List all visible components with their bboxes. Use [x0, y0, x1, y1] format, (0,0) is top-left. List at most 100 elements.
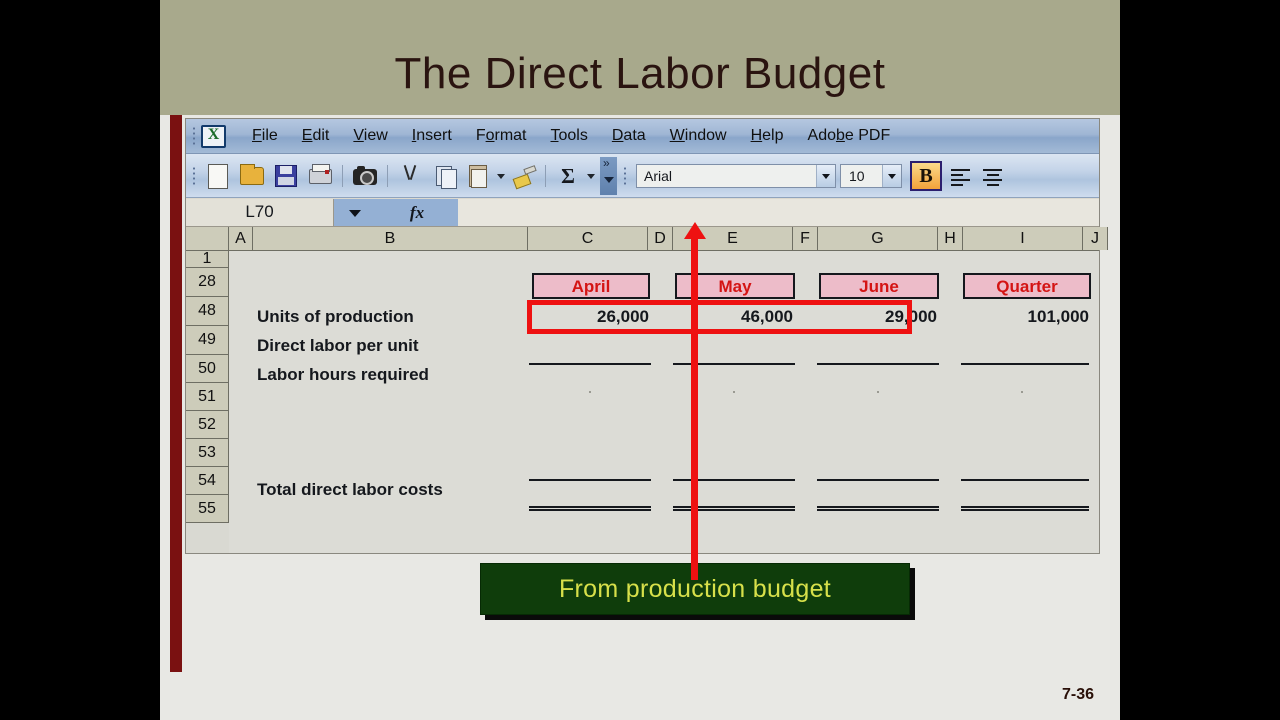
line-item-label-total-direct-labor-costs: Total direct labor costs [257, 480, 443, 499]
column-header-a[interactable]: A [229, 227, 253, 250]
menu-item-adobe-pdf[interactable]: Adobe PDF [807, 127, 891, 144]
row-header-53[interactable]: 53 [186, 439, 229, 467]
menu-bar: File Edit View Insert Format Tools Data … [186, 119, 1099, 154]
menu-item-help[interactable]: Help [750, 127, 784, 144]
cell-units-april[interactable]: 26,000 [597, 307, 649, 326]
toolbar-grip-handle[interactable] [192, 165, 196, 186]
paste-icon[interactable] [463, 161, 493, 191]
autosum-dropdown-chevron-icon[interactable] [585, 161, 596, 191]
font-name-chevron-down-icon[interactable] [816, 164, 835, 187]
period-header-june[interactable]: June [819, 273, 939, 299]
red-callout-arrow-head [684, 222, 706, 239]
slide-page-number: 7-36 [1061, 686, 1094, 703]
cell-units-may[interactable]: 46,000 [741, 307, 793, 326]
cell-double-rule-may [673, 506, 795, 511]
font-size-chevron-down-icon[interactable] [882, 164, 901, 187]
print-icon[interactable] [305, 161, 335, 191]
align-center-icon[interactable] [980, 161, 1006, 191]
excel-window: File Edit View Insert Format Tools Data … [185, 118, 1108, 554]
page-title: The Direct Labor Budget [394, 49, 886, 98]
toolbar-divider [387, 164, 388, 187]
menu-item-file[interactable]: File [252, 127, 278, 144]
camera-icon[interactable] [350, 161, 380, 191]
cut-scissors-icon[interactable] [395, 161, 425, 191]
period-header-april[interactable]: April [532, 273, 650, 299]
cell-rule-quarter-49 [961, 363, 1089, 365]
font-size-combo[interactable]: 10 [840, 163, 902, 188]
line-item-label-labor-hours-required: Labor hours required [257, 365, 429, 384]
toolbar-divider [545, 164, 546, 187]
column-header-g[interactable]: G [818, 227, 938, 250]
cell-rule-quarter-54-top [961, 479, 1089, 481]
row-header-51[interactable]: 51 [186, 383, 229, 411]
menu-item-format[interactable]: Format [475, 127, 527, 144]
column-header-h[interactable]: H [938, 227, 963, 250]
row-header-50[interactable]: 50 [186, 355, 229, 383]
copy-icon[interactable] [429, 161, 459, 191]
accent-stripe [170, 115, 182, 672]
column-header-b[interactable]: B [253, 227, 528, 250]
toolbar-options-icon[interactable] [600, 156, 617, 195]
menu-item-window[interactable]: Window [669, 127, 727, 144]
cell-double-rule-april [529, 506, 651, 511]
row-header-column: 1 28 48 49 50 51 52 53 54 55 [186, 251, 229, 523]
cell-units-quarter[interactable]: 101,000 [1027, 307, 1089, 326]
cell-marker [589, 391, 591, 393]
row-header-55[interactable]: 55 [186, 495, 229, 523]
name-box-chevron-down-icon[interactable] [334, 198, 376, 226]
paste-dropdown-chevron-icon[interactable] [495, 161, 506, 191]
menu-item-edit[interactable]: Edit [301, 127, 330, 144]
cell-rule-may-54-top [673, 479, 795, 481]
cell-units-june[interactable]: 29,000 [885, 307, 937, 326]
format-painter-icon[interactable] [508, 161, 538, 191]
column-header-d[interactable]: D [648, 227, 673, 250]
open-folder-icon[interactable] [237, 161, 267, 191]
new-document-icon[interactable] [203, 161, 233, 191]
cell-double-rule-june [817, 506, 939, 511]
font-size-value: 10 [849, 167, 865, 184]
save-disk-icon[interactable] [271, 161, 301, 191]
row-header-28[interactable]: 28 [186, 268, 229, 297]
line-item-label-direct-labor-per-unit: Direct labor per unit [257, 336, 419, 355]
menu-grip-handle[interactable] [192, 126, 196, 146]
row-header-48[interactable]: 48 [186, 297, 229, 326]
menu-item-data[interactable]: Data [611, 127, 646, 144]
bold-button[interactable]: B [910, 160, 942, 191]
red-callout-arrow-shaft [691, 238, 698, 580]
cell-rule-april-49 [529, 363, 651, 365]
name-box[interactable]: L70 [186, 198, 334, 226]
column-header-i[interactable]: I [963, 227, 1083, 250]
menu-item-insert[interactable]: Insert [411, 127, 452, 144]
cell-marker [733, 391, 735, 393]
cell-rule-june-49 [817, 363, 939, 365]
column-header-c[interactable]: C [528, 227, 648, 250]
cell-double-rule-quarter [961, 506, 1089, 511]
menu-item-tools[interactable]: Tools [550, 127, 588, 144]
excel-logo-icon [201, 124, 226, 148]
autosum-sigma-icon[interactable]: Σ [561, 163, 575, 188]
row-header-49[interactable]: 49 [186, 326, 229, 355]
formatting-toolbar-grip-handle[interactable] [623, 165, 627, 186]
row-header-1[interactable]: 1 [186, 251, 229, 268]
select-all-corner[interactable] [186, 227, 229, 250]
row-header-52[interactable]: 52 [186, 411, 229, 439]
menu-item-view[interactable]: View [353, 127, 388, 144]
font-name-combo[interactable]: Arial [636, 163, 836, 188]
insert-function-icon[interactable]: fx [376, 198, 458, 226]
callout-box: From production budget [480, 563, 910, 615]
toolbar-divider [342, 164, 343, 187]
formula-input[interactable] [458, 198, 1099, 226]
cell-rule-may-49 [673, 363, 795, 365]
line-item-label-units-of-production: Units of production [257, 307, 414, 326]
align-left-icon[interactable] [948, 161, 974, 191]
cell-marker [1021, 391, 1023, 393]
standard-toolbar: Σ Arial 10 B [186, 154, 1099, 198]
column-header-f[interactable]: F [793, 227, 818, 250]
spreadsheet-grid: A B C D E F G H I J 1 28 48 49 50 51 [186, 227, 1108, 553]
row-header-54[interactable]: 54 [186, 467, 229, 495]
font-name-value: Arial [644, 167, 673, 184]
column-header-j[interactable]: J [1083, 227, 1108, 250]
period-header-quarter[interactable]: Quarter [963, 273, 1091, 299]
sheet-cells: April May June Quarter Units of producti… [229, 251, 1099, 553]
formula-bar: L70 fx [186, 198, 1099, 227]
